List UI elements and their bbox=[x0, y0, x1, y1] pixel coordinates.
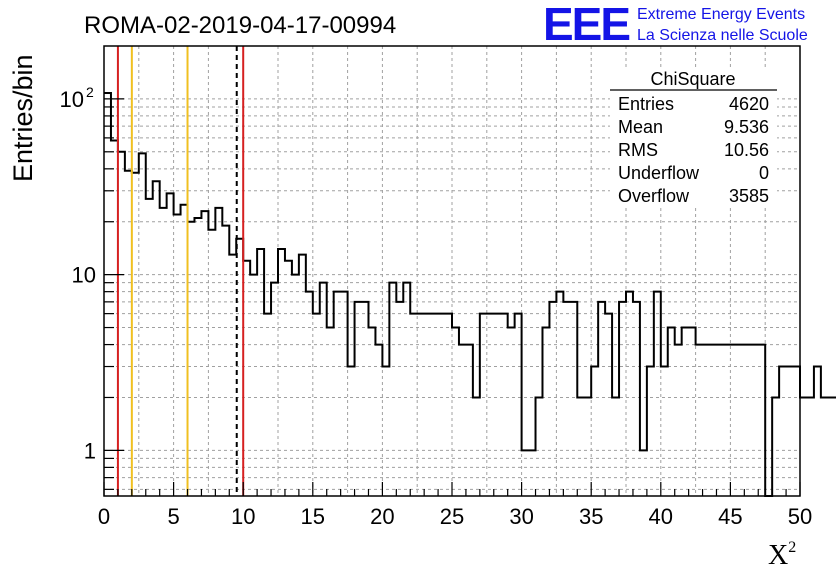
y-tick-label: 10 bbox=[72, 263, 96, 288]
x-tick-labels: 0 5 10 15 20 25 30 35 40 45 50 bbox=[98, 504, 812, 529]
y-tick-label-sup: 2 bbox=[86, 84, 94, 100]
stats-box-background bbox=[610, 68, 777, 208]
x-axis-label-main: X bbox=[768, 540, 788, 571]
x-tick-label: 15 bbox=[301, 504, 325, 529]
y-axis-label: Entries/bin bbox=[8, 54, 38, 182]
logo-line-2: La Scienza nelle Scuole bbox=[637, 27, 808, 44]
x-tick-label: 0 bbox=[98, 504, 110, 529]
stats-label: Mean bbox=[618, 117, 663, 137]
svg-text:X2: X2 bbox=[768, 539, 796, 571]
y-tick-label: 10 bbox=[60, 87, 84, 112]
x-axis-label: X2 bbox=[768, 539, 796, 571]
stats-value: 3585 bbox=[729, 186, 769, 206]
run-title: ROMA-02-2019-04-17-00994 bbox=[84, 12, 396, 39]
x-tick-label: 50 bbox=[788, 504, 812, 529]
x-tick-label: 20 bbox=[370, 504, 394, 529]
stats-box: ChiSquare Entries 4620 Mean 9.536 RMS 10.56 Un… bbox=[610, 68, 777, 208]
x-tick-label: 40 bbox=[649, 504, 673, 529]
stats-name: ChiSquare bbox=[650, 69, 735, 89]
histogram-series bbox=[104, 92, 836, 497]
stats-value: 10.56 bbox=[724, 140, 769, 160]
logo-line-1: Extreme Energy Events bbox=[637, 6, 805, 23]
x-tick-label: 35 bbox=[579, 504, 603, 529]
stats-value: 9.536 bbox=[724, 117, 769, 137]
stats-label: Underflow bbox=[618, 163, 700, 183]
x-tick-label: 45 bbox=[718, 504, 742, 529]
stats-value: 4620 bbox=[729, 94, 769, 114]
stats-label: RMS bbox=[618, 140, 658, 160]
x-tick-label: 10 bbox=[231, 504, 255, 529]
eee-logo-icon: EEE bbox=[543, 0, 629, 50]
grid bbox=[104, 46, 800, 496]
x-axis-label-sup: 2 bbox=[788, 539, 796, 556]
x-tick-label: 30 bbox=[509, 504, 533, 529]
x-tick-label: 25 bbox=[440, 504, 464, 529]
stats-label: Entries bbox=[618, 94, 674, 114]
x-tick-label: 5 bbox=[167, 504, 179, 529]
stats-label: Overflow bbox=[618, 186, 690, 206]
axis-ticks bbox=[103, 98, 801, 496]
stats-value: 0 bbox=[759, 163, 769, 183]
reference-lines bbox=[116, 46, 245, 496]
histogram-outline bbox=[104, 92, 836, 497]
y-tick-label: 1 bbox=[84, 438, 96, 463]
